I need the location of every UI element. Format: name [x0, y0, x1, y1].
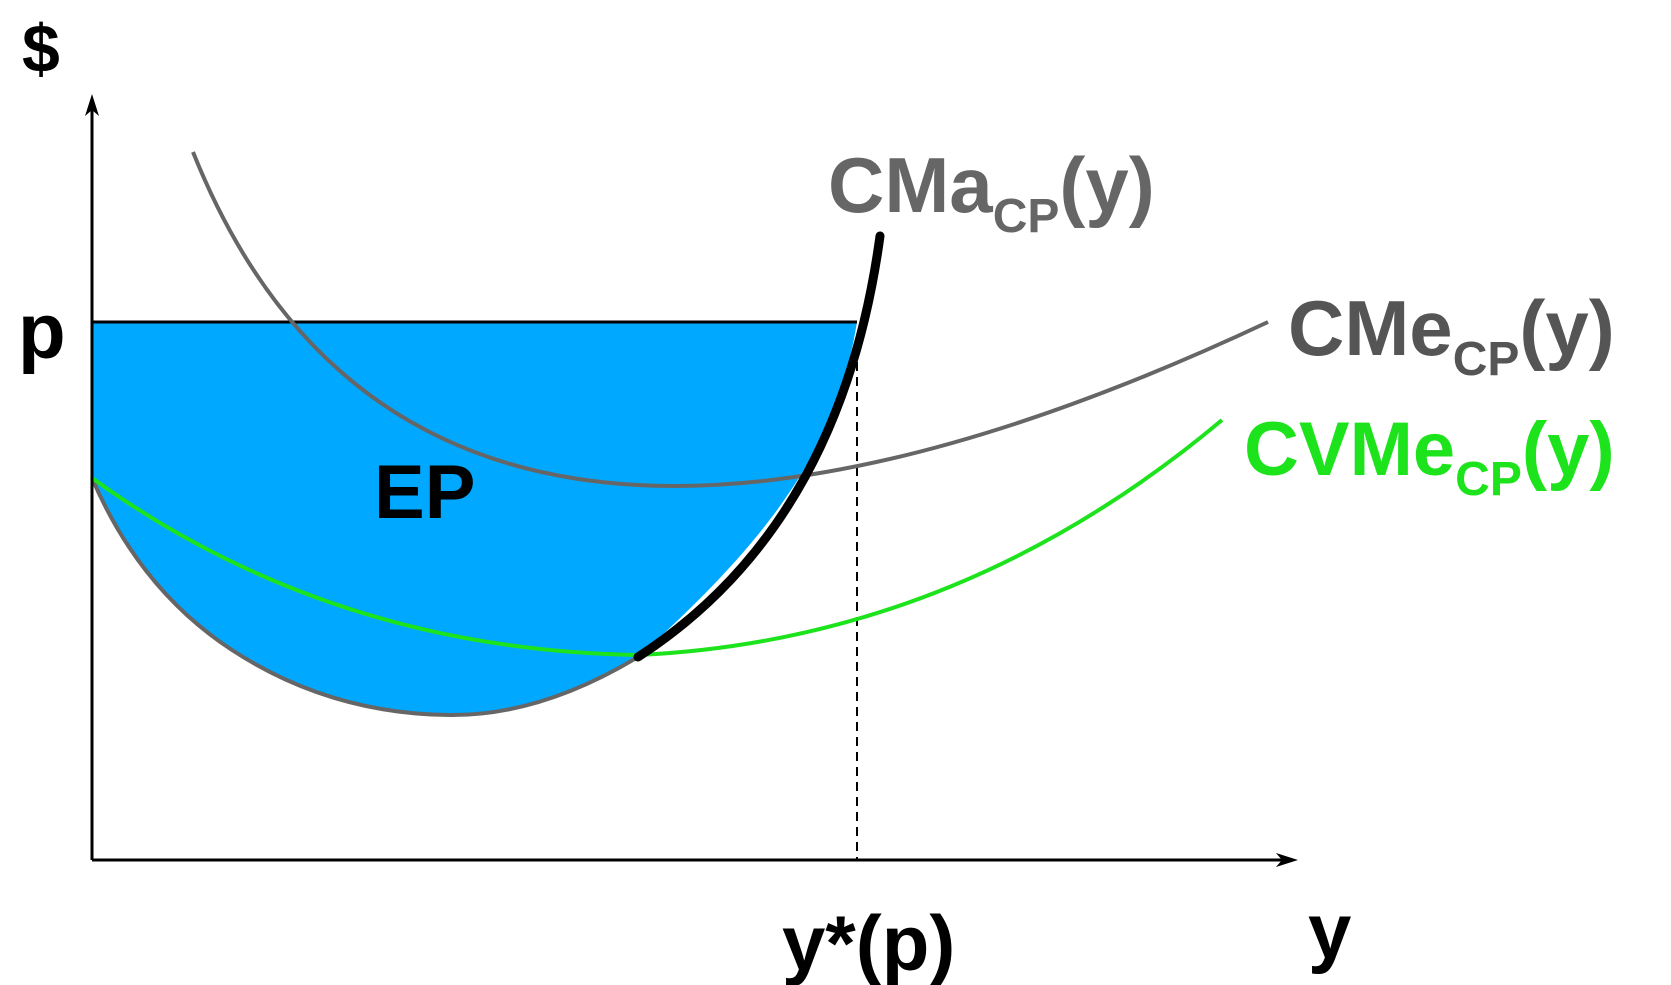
- x-axis-y-label: y: [1308, 887, 1351, 975]
- vertical-axis-arrowhead: [85, 94, 99, 116]
- price-label: p: [18, 287, 66, 375]
- ep-shaded-area: [92, 322, 857, 716]
- horizontal-axis-arrowhead: [1276, 853, 1298, 867]
- short-run-supply-curve: [633, 231, 885, 662]
- average-cost-label: CMeCP(y): [1288, 284, 1615, 386]
- y-axis-dollar-label: $: [22, 11, 60, 87]
- average-variable-cost-label: CVMeCP(y): [1244, 407, 1615, 506]
- output-label: y*(p): [782, 899, 955, 985]
- marginal-cost-curve-lower: [90, 477, 640, 718]
- ep-area-label: EP: [374, 450, 475, 535]
- average-cost-curve: [191, 151, 1269, 488]
- marginal-cost-label: CMaCP(y): [828, 141, 1155, 243]
